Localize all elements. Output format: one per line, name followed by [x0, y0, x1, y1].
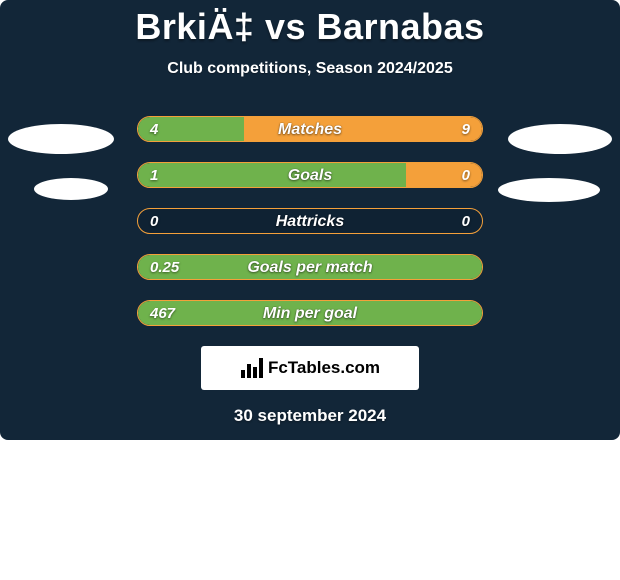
brand-inner: FcTables.com: [240, 358, 380, 378]
left-club-logo: [8, 124, 114, 154]
date-line: 30 september 2024: [0, 406, 620, 426]
right-club-logo: [498, 178, 600, 202]
page-title: BrkiÄ‡ vs Barnabas: [0, 0, 620, 48]
stat-label: Goals per match: [138, 255, 482, 280]
stat-label: Matches: [138, 117, 482, 142]
stat-row: 10Goals: [137, 162, 483, 188]
stats-container: 49Matches 10Goals 00Hattricks 0.25Goals per…: [137, 116, 483, 326]
brand-text: FcTables.com: [268, 358, 380, 378]
stat-row: 00Hattricks: [137, 208, 483, 234]
subtitle: Club competitions, Season 2024/2025: [0, 60, 620, 78]
stat-row: 0.25Goals per match: [137, 254, 483, 280]
bars-icon: [240, 358, 264, 378]
stat-row: 467Min per goal: [137, 300, 483, 326]
left-club-logo: [34, 178, 108, 200]
stat-row: 49Matches: [137, 116, 483, 142]
brand-badge: FcTables.com: [201, 346, 419, 390]
comparison-card: BrkiÄ‡ vs Barnabas Club competitions, Se…: [0, 0, 620, 440]
right-club-logo: [508, 124, 612, 154]
stat-label: Hattricks: [138, 209, 482, 234]
stat-label: Min per goal: [138, 301, 482, 326]
stat-label: Goals: [138, 163, 482, 188]
